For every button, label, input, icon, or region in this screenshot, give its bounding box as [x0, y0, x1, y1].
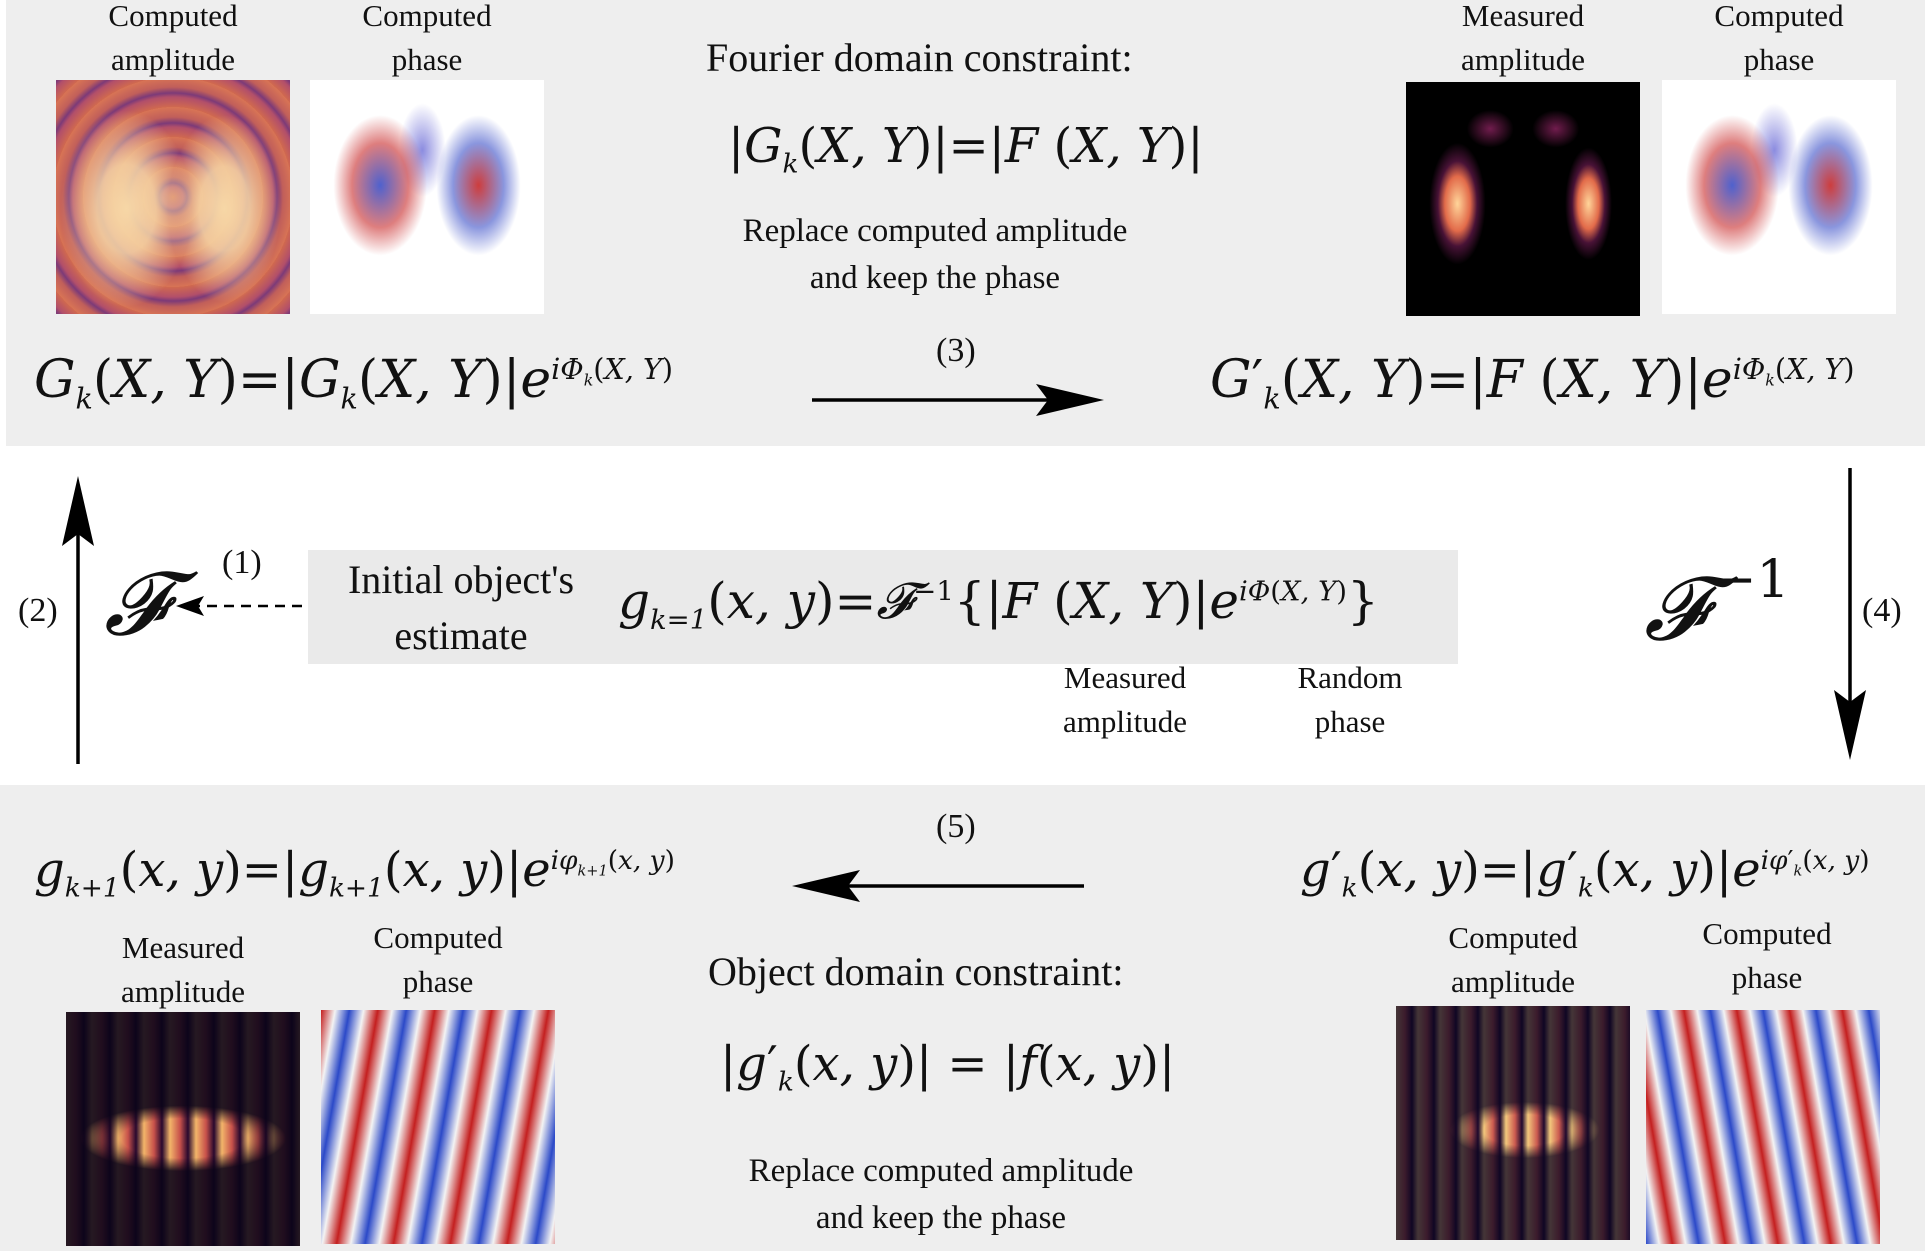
top-left-equation: Gk(X, Y)=|Gk(X, Y)|eiΦk(X, Y) [34, 350, 673, 416]
object-constraint-title: Object domain constraint: [708, 949, 1124, 994]
bottom-right-phase-label: Computed phase [1702, 916, 1832, 995]
bottom-left-phase-label: Computed phase [373, 920, 503, 999]
computed-phase-object-image-2 [1646, 1010, 1880, 1244]
initial-estimate-equation: gk=1(x, y)=𝓕−1{|F (X, Y)|eiΦ(X, Y)} [618, 572, 1379, 636]
top-left-amplitude-label: Computed amplitude [108, 0, 238, 77]
step-5-label: (5) [936, 808, 976, 845]
arrow-step-3 [812, 384, 1104, 416]
computed-amplitude-fourier-image [56, 80, 290, 314]
top-right-phase-label: Computed phase [1714, 0, 1844, 77]
computed-phase-object-image [321, 1010, 555, 1244]
step-2-label: (2) [18, 592, 58, 629]
object-constraint-note: Replace computed amplitude and keep the … [748, 1153, 1134, 1236]
fourier-constraint-note: Replace computed amplitude and keep the … [742, 213, 1128, 296]
step-3-label: (3) [936, 332, 976, 369]
bottom-left-amplitude-label: Measured amplitude [121, 930, 245, 1009]
bottom-right-equation: g′k(x, y)=|g′k(x, y)|eiφ′k(x, y) [1300, 842, 1870, 904]
arrow-step-1 [176, 596, 302, 616]
arrow-step-2 [62, 476, 94, 764]
initial-estimate-box [308, 550, 1458, 664]
top-right-equation: G′k(X, Y)=|F (X, Y)|eiΦk(X, Y) [1210, 350, 1855, 416]
measured-amplitude-fourier-image [1406, 82, 1640, 316]
measured-amplitude-object-image [66, 1012, 300, 1246]
computed-phase-fourier-image-2 [1662, 80, 1896, 314]
top-left-phase-label: Computed phase [362, 0, 492, 77]
initial-measured-amplitude-label: Measured amplitude [1063, 660, 1187, 739]
fourier-transform-symbol: 𝓕 [104, 552, 169, 655]
object-constraint-equation: |g′k(x, y)| = |f(x, y)| [720, 1036, 1176, 1098]
top-right-amplitude-label: Measured amplitude [1461, 0, 1585, 77]
computed-amplitude-object-image [1396, 1006, 1630, 1240]
step-4-label: (4) [1862, 592, 1902, 629]
inverse-exponent: −1 [1712, 550, 1790, 610]
arrow-step-5 [792, 870, 1084, 902]
bottom-left-equation: gk+1(x, y)=|gk+1(x, y)|eiφk+1(x, y) [34, 842, 675, 904]
initial-random-phase-label: Random phase [1297, 660, 1403, 739]
bottom-right-amplitude-label: Computed amplitude [1448, 920, 1578, 999]
fourier-constraint-equation: |Gk(X, Y)|=|F (X, Y)| [728, 118, 1204, 180]
initial-estimate-label: Initial object's estimate [347, 557, 575, 658]
fourier-constraint-title: Fourier domain constraint: [706, 35, 1133, 80]
arrow-step-4 [1834, 468, 1866, 760]
inverse-fourier-transform-symbol: 𝓕−1 [1644, 550, 1790, 660]
computed-phase-fourier-image [310, 80, 544, 314]
step-1-label: (1) [222, 544, 262, 581]
